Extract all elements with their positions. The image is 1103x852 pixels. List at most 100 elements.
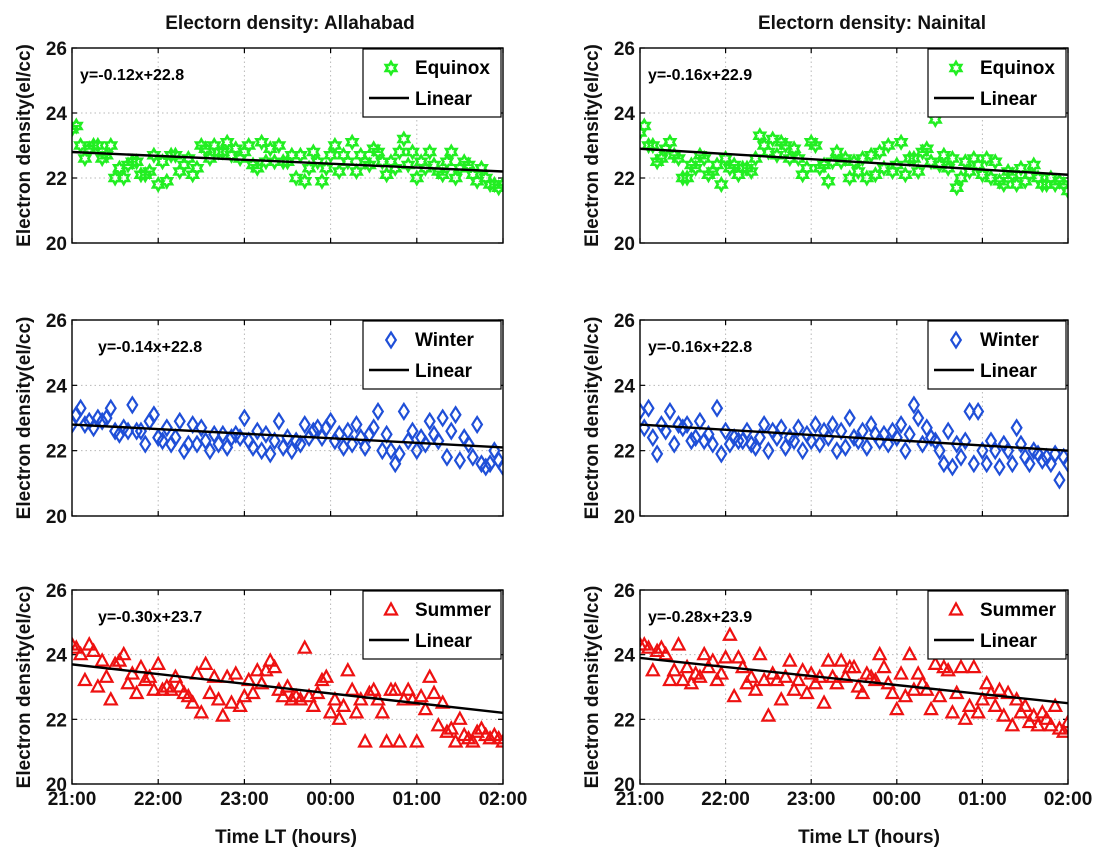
legend-label: Linear (980, 361, 1038, 382)
data-point (773, 691, 790, 706)
data-point (743, 162, 759, 181)
y-tick-label: 24 (46, 376, 68, 397)
y-tick-label: 20 (46, 775, 67, 796)
data-point (262, 652, 279, 667)
data-point (787, 431, 801, 451)
data-point (805, 431, 818, 451)
y-tick-label: 26 (46, 581, 67, 602)
data-point (74, 398, 87, 418)
data-point (215, 707, 231, 722)
legend: Summer Linear (362, 590, 502, 660)
data-point (146, 681, 162, 696)
data-point (283, 691, 300, 706)
data-point (713, 175, 729, 194)
y-tick-label: 24 (614, 376, 636, 397)
data-point (173, 411, 186, 431)
data-point (340, 153, 356, 171)
data-point (393, 444, 406, 464)
data-point (116, 169, 132, 187)
data-point (464, 733, 481, 748)
data-point (1049, 444, 1062, 464)
data-point (743, 668, 760, 683)
data-point (850, 162, 866, 181)
data-point (120, 674, 136, 690)
data-point (90, 136, 106, 155)
y-tick-label: 22 (46, 169, 67, 190)
data-point (409, 169, 425, 187)
data-point (146, 146, 162, 164)
legend-label: Summer (415, 600, 492, 621)
data-point (331, 710, 348, 725)
data-point (685, 431, 698, 451)
data-point (974, 166, 990, 184)
data-point (897, 166, 913, 184)
legend-label: Summer (980, 600, 1057, 621)
series-layer (72, 395, 503, 477)
y-tick-label: 20 (46, 234, 67, 255)
data-point (976, 441, 989, 461)
data-point (726, 687, 743, 703)
data-point (912, 408, 925, 428)
series-layer (640, 395, 1068, 490)
data-point (259, 424, 273, 444)
legend: Winter Linear (927, 320, 1067, 390)
data-point (167, 146, 183, 164)
data-point (671, 149, 686, 168)
data-point (72, 645, 89, 661)
data-point (318, 159, 334, 177)
series-layer (72, 117, 503, 197)
data-point (238, 408, 251, 428)
data-point (923, 153, 939, 171)
data-point (835, 421, 848, 441)
data-point (422, 143, 438, 161)
data-point (640, 639, 657, 654)
data-point (799, 684, 815, 700)
data-point (760, 143, 776, 161)
data-point (696, 645, 713, 661)
data-point (692, 668, 708, 683)
data-point (206, 668, 223, 683)
data-point (357, 733, 373, 748)
data-point (445, 421, 458, 441)
data-point (949, 330, 963, 350)
data-point (419, 434, 432, 454)
axes-frame (639, 589, 1069, 785)
data-point (762, 441, 775, 461)
data-point (769, 146, 785, 164)
data-point (680, 414, 694, 435)
data-point (298, 414, 311, 435)
data-point (406, 421, 419, 441)
data-point (657, 645, 674, 661)
data-point (893, 665, 909, 680)
axes-frame (71, 47, 504, 244)
data-point (219, 133, 235, 151)
data-point (860, 437, 873, 457)
data-point (931, 687, 948, 703)
x-tick-label: 00:00 (872, 789, 921, 810)
data-point (160, 418, 173, 438)
x-tick-label: 22:00 (701, 789, 750, 810)
data-point (310, 153, 326, 171)
data-point (820, 172, 836, 190)
data-point (843, 408, 856, 428)
data-point (867, 671, 884, 687)
data-point (253, 674, 270, 690)
data-point (408, 733, 425, 748)
data-point (245, 684, 261, 700)
data-point (944, 149, 960, 168)
data-point (824, 668, 841, 683)
legend-label: Winter (415, 330, 475, 351)
data-point (443, 720, 460, 735)
data-point (910, 665, 927, 680)
data-point (919, 140, 935, 158)
data-point (965, 658, 982, 674)
x-tick-label: 02:00 (479, 789, 528, 810)
data-point (996, 175, 1012, 194)
chart-panel-allahabad-1: 20 22 24 26 Electron density(el/cc) y=-0.12x+… (14, 39, 504, 255)
data-point (778, 136, 793, 155)
data-point (254, 133, 270, 151)
legend-label: Linear (415, 89, 473, 110)
data-point (232, 697, 248, 713)
data-point (430, 716, 447, 732)
data-point (663, 401, 677, 422)
